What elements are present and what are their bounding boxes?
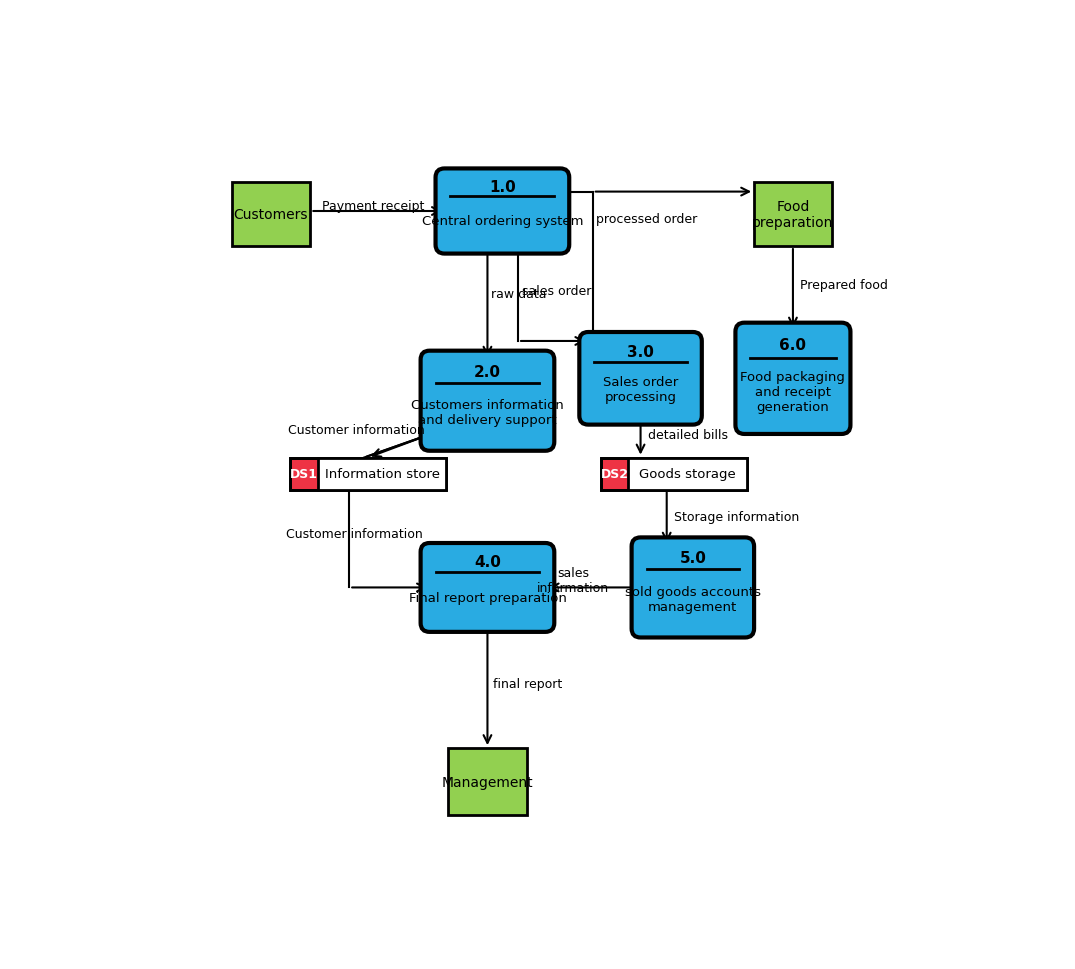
Text: Final report preparation: Final report preparation [408, 591, 567, 605]
Bar [289, 458, 446, 490]
Text: 3.0: 3.0 [627, 345, 654, 359]
Text: 2.0: 2.0 [474, 364, 501, 379]
Text: raw data: raw data [491, 288, 547, 300]
Text: Customers information
and delivery support: Customers information and delivery suppo… [411, 399, 563, 426]
Bar [448, 748, 527, 815]
Bar [628, 458, 747, 490]
Text: Sales order
processing: Sales order processing [603, 375, 678, 403]
Text: Storage information: Storage information [674, 511, 800, 523]
Text: 6.0: 6.0 [779, 338, 806, 353]
Text: sales
information: sales information [538, 567, 610, 594]
FancyBboxPatch shape [420, 544, 555, 632]
Text: Prepared food: Prepared food [800, 279, 888, 292]
Text: Customers: Customers [233, 207, 309, 222]
Text: 4.0: 4.0 [474, 555, 501, 570]
Text: Customer information: Customer information [288, 423, 425, 436]
Text: sales order: sales order [521, 284, 591, 297]
Text: Food
preparation: Food preparation [752, 200, 833, 230]
Text: 1.0: 1.0 [489, 180, 516, 195]
Text: processed order: processed order [596, 213, 697, 226]
Text: 5.0: 5.0 [679, 550, 706, 566]
Text: DS2: DS2 [601, 468, 629, 481]
Bar [601, 458, 747, 490]
FancyBboxPatch shape [579, 332, 702, 425]
Text: Payment receipt: Payment receipt [321, 200, 424, 212]
Text: Food packaging
and receipt
generation: Food packaging and receipt generation [741, 370, 845, 414]
Bar [754, 183, 832, 246]
Text: Customer information: Customer information [286, 527, 422, 541]
FancyBboxPatch shape [435, 170, 570, 254]
Text: Central ordering system: Central ordering system [421, 215, 583, 228]
Bar [601, 458, 747, 490]
Text: sold goods accounts
management: sold goods accounts management [625, 585, 761, 613]
Text: Management: Management [442, 775, 533, 789]
FancyBboxPatch shape [632, 538, 754, 638]
Text: detailed bills: detailed bills [648, 428, 728, 441]
Text: final report: final report [492, 676, 562, 690]
FancyBboxPatch shape [735, 324, 850, 434]
FancyBboxPatch shape [420, 352, 555, 452]
Text: DS1: DS1 [289, 468, 317, 481]
Text: Information store: Information store [325, 468, 440, 481]
Text: Goods storage: Goods storage [639, 468, 735, 481]
Bar [231, 183, 310, 246]
Bar [318, 458, 446, 490]
Bar [289, 458, 446, 490]
